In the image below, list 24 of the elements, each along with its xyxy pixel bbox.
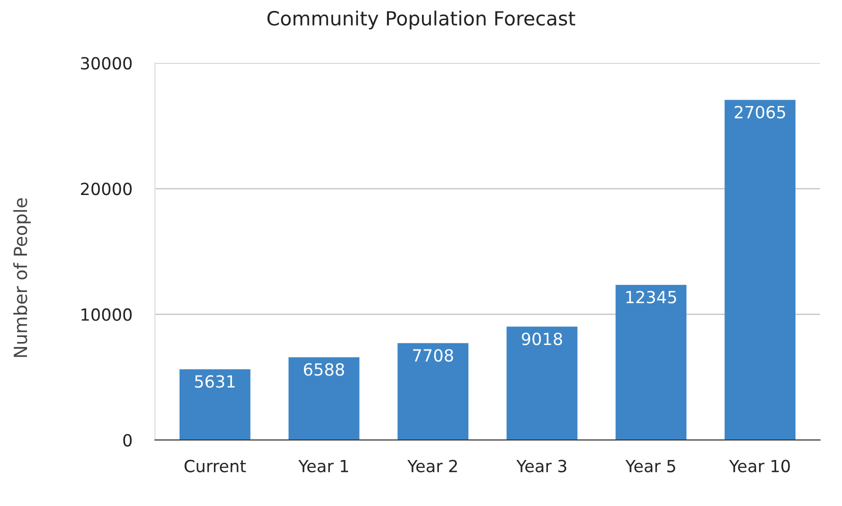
data-label: 5631 [195,375,235,388]
x-tick-label: Year 5 [625,460,676,472]
x-tick-label: Year 2 [407,460,457,472]
y-tick-label: 10000 [82,308,132,321]
bar [288,357,360,440]
data-label: 27065 [734,106,786,118]
bar [616,284,686,440]
bar [180,369,250,440]
x-tick-label: Year 10 [729,460,790,472]
data-label: 9018 [522,332,562,346]
x-tick-label: Year 1 [298,460,348,472]
x-tick-label: Year 3 [516,460,566,472]
data-label: 12345 [626,290,676,304]
chart-title: Community Population Forecast [267,10,576,30]
y-axis-title: Number of People [13,198,31,357]
bar [506,326,578,440]
y-tick-label: 30000 [81,56,132,70]
y-tick-label: 0 [123,434,132,447]
y-tick-label: 20000 [80,182,132,196]
data-label: 7708 [413,349,454,362]
data-label: 6588 [304,363,344,376]
bar [724,100,796,440]
bar [398,343,468,440]
x-tick-label: Current [184,460,246,472]
